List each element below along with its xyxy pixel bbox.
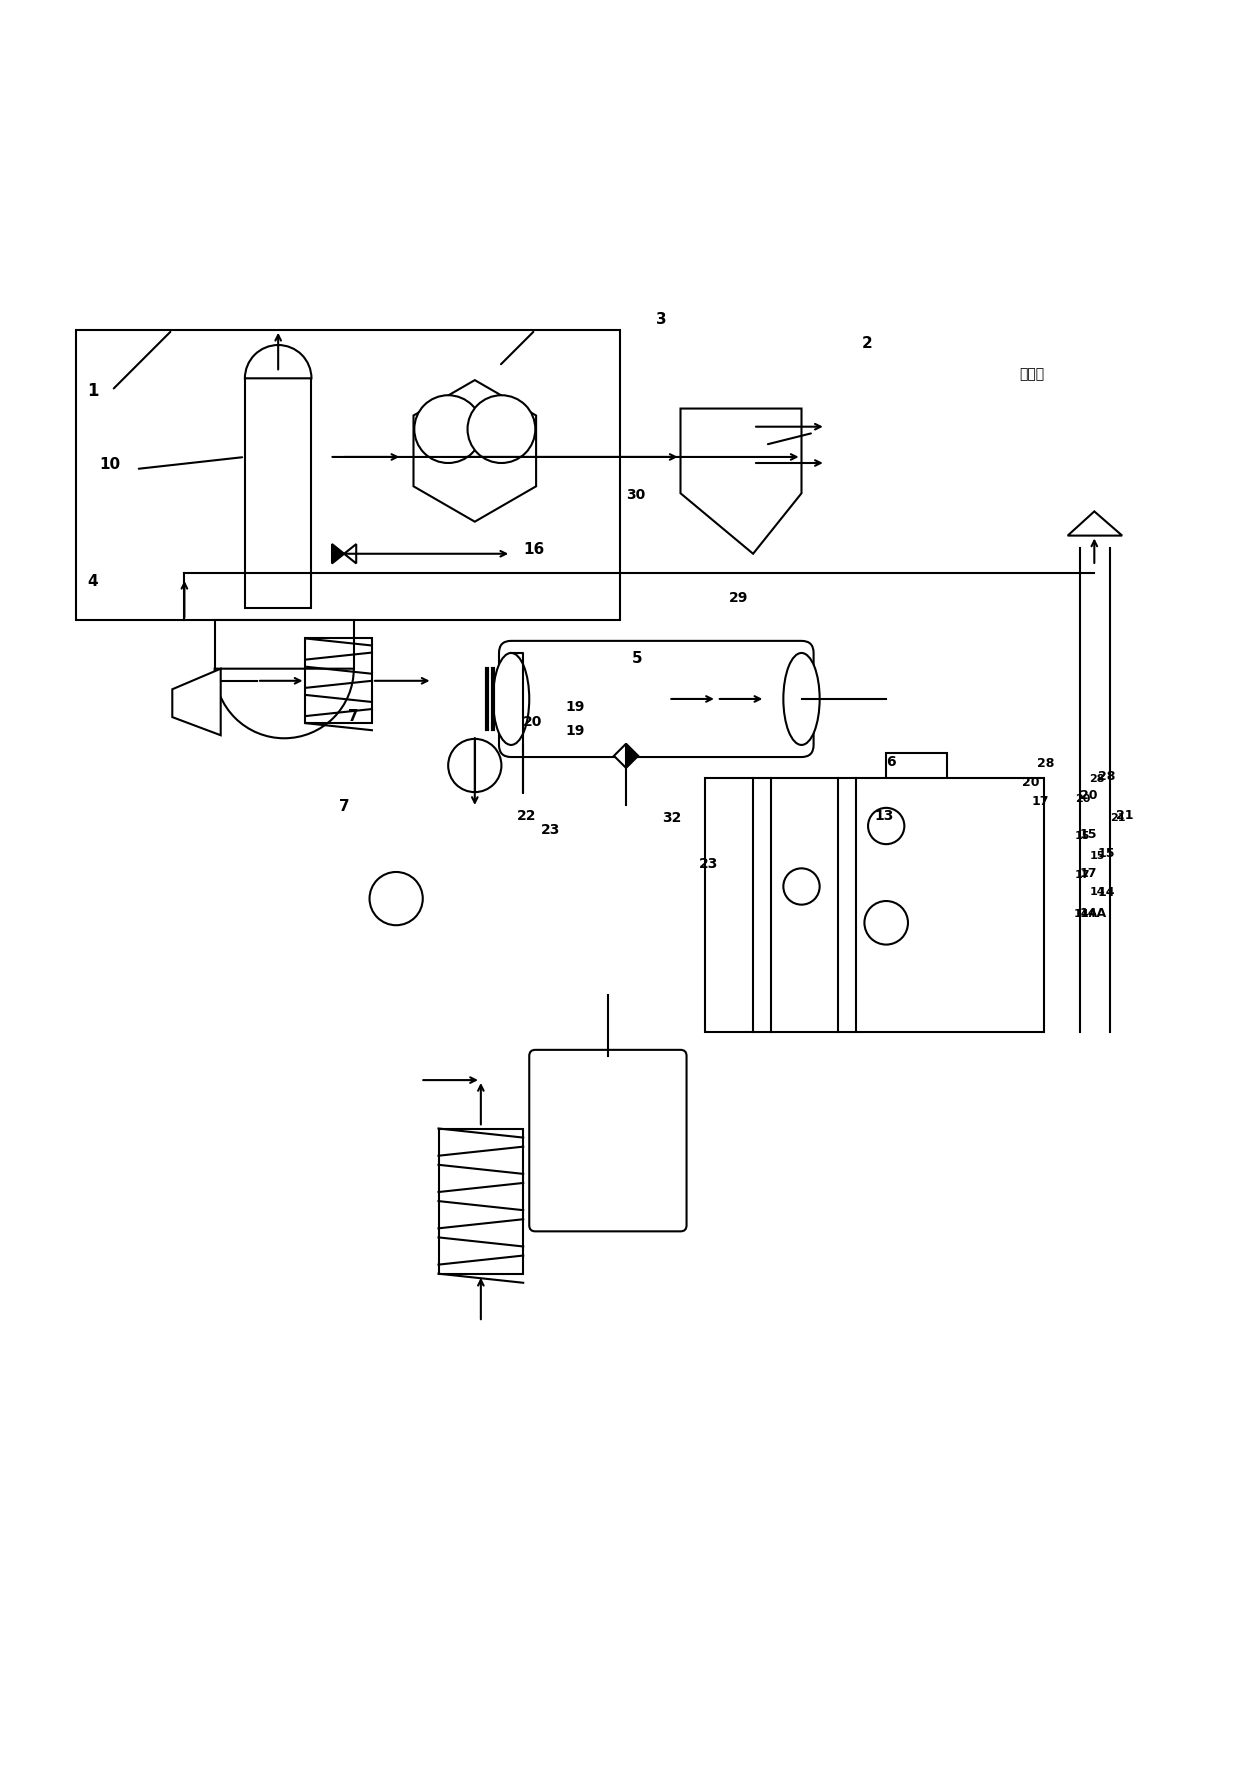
Text: 19: 19 — [565, 723, 585, 738]
Text: 21: 21 — [1110, 814, 1126, 823]
Text: 20: 20 — [1022, 777, 1039, 789]
Text: 19: 19 — [565, 700, 585, 715]
Text: 14A: 14A — [1074, 910, 1097, 918]
Text: 28: 28 — [1038, 757, 1055, 769]
Text: 洗涤糊: 洗涤糊 — [1019, 367, 1044, 381]
Bar — [305, 638, 372, 723]
Text: 1: 1 — [88, 383, 99, 401]
Text: 10: 10 — [99, 457, 120, 472]
Text: 17: 17 — [1075, 871, 1090, 879]
Bar — [215, 621, 353, 668]
Circle shape — [467, 395, 536, 463]
Polygon shape — [1068, 511, 1122, 535]
Text: 14: 14 — [1090, 886, 1105, 897]
Bar — [246, 378, 311, 608]
Text: 15: 15 — [1097, 847, 1116, 860]
Circle shape — [370, 872, 423, 926]
Polygon shape — [614, 743, 626, 768]
Circle shape — [448, 739, 501, 793]
Text: 20: 20 — [523, 715, 543, 729]
Ellipse shape — [494, 652, 529, 745]
Bar — [76, 330, 620, 621]
Text: 15: 15 — [1080, 828, 1097, 840]
Text: 20: 20 — [1075, 794, 1090, 803]
Polygon shape — [172, 668, 221, 736]
Text: 30: 30 — [626, 488, 645, 502]
Text: 7: 7 — [340, 800, 350, 814]
Text: 7: 7 — [347, 709, 358, 723]
Ellipse shape — [784, 652, 820, 745]
Polygon shape — [681, 408, 801, 553]
Wedge shape — [246, 346, 311, 378]
Bar — [887, 754, 946, 844]
Text: 3: 3 — [656, 312, 667, 326]
Circle shape — [868, 808, 904, 844]
Text: 17: 17 — [1032, 796, 1049, 808]
Text: 20: 20 — [1080, 789, 1097, 803]
FancyBboxPatch shape — [498, 640, 813, 757]
Circle shape — [784, 869, 820, 904]
Text: 2: 2 — [862, 337, 873, 351]
FancyBboxPatch shape — [529, 1050, 687, 1232]
Text: 29: 29 — [729, 590, 748, 605]
Text: 16: 16 — [523, 543, 544, 557]
Text: 21: 21 — [1116, 808, 1133, 821]
Text: 4: 4 — [88, 574, 98, 589]
Text: 32: 32 — [662, 812, 682, 826]
Text: 23: 23 — [542, 823, 560, 837]
Wedge shape — [215, 668, 353, 738]
Text: 14A: 14A — [1080, 906, 1107, 920]
Text: 13: 13 — [874, 808, 894, 823]
Text: 14: 14 — [1097, 886, 1116, 899]
Polygon shape — [332, 544, 345, 564]
Circle shape — [414, 395, 482, 463]
Text: 28: 28 — [1090, 775, 1105, 784]
Polygon shape — [413, 379, 536, 521]
Text: 17: 17 — [1080, 867, 1097, 879]
Text: 23: 23 — [698, 858, 718, 871]
Polygon shape — [626, 743, 639, 768]
Text: 22: 22 — [517, 808, 537, 823]
Text: 6: 6 — [887, 755, 895, 768]
Text: 28: 28 — [1097, 769, 1115, 784]
Text: 5: 5 — [632, 651, 642, 665]
Bar — [439, 1128, 523, 1273]
Circle shape — [864, 901, 908, 945]
Bar — [704, 778, 1044, 1032]
Polygon shape — [345, 544, 356, 564]
Text: 15: 15 — [1075, 832, 1090, 842]
Text: 15: 15 — [1090, 851, 1105, 860]
